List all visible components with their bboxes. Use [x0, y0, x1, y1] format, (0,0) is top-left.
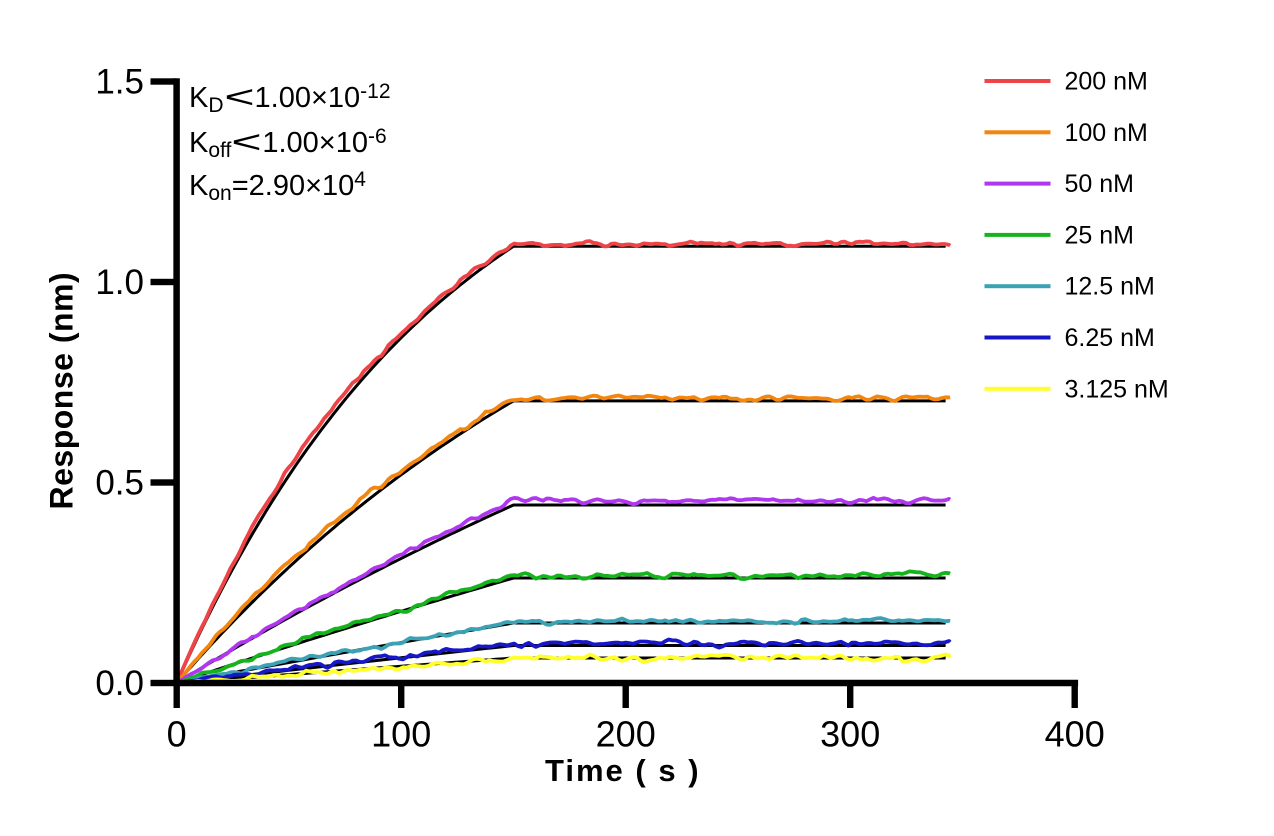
svg-text:6.25 nM: 6.25 nM [1065, 324, 1155, 352]
svg-text:200: 200 [596, 714, 656, 755]
svg-text:3.125 nM: 3.125 nM [1065, 375, 1169, 403]
svg-text:12.5 nM: 12.5 nM [1065, 273, 1155, 301]
svg-text:0.0: 0.0 [95, 664, 144, 703]
svg-text:400: 400 [1045, 714, 1105, 755]
svg-text:1.0: 1.0 [95, 263, 144, 302]
svg-text:0.5: 0.5 [95, 464, 144, 503]
svg-text:25 nM: 25 nM [1065, 221, 1134, 249]
svg-text:0: 0 [167, 714, 187, 755]
svg-text:300: 300 [820, 714, 880, 755]
svg-text:100: 100 [371, 714, 431, 755]
svg-text:200 nM: 200 nM [1065, 68, 1148, 96]
svg-text:1.5: 1.5 [95, 63, 144, 102]
svg-text:100 nM: 100 nM [1065, 119, 1148, 147]
svg-text:50 nM: 50 nM [1065, 170, 1134, 198]
